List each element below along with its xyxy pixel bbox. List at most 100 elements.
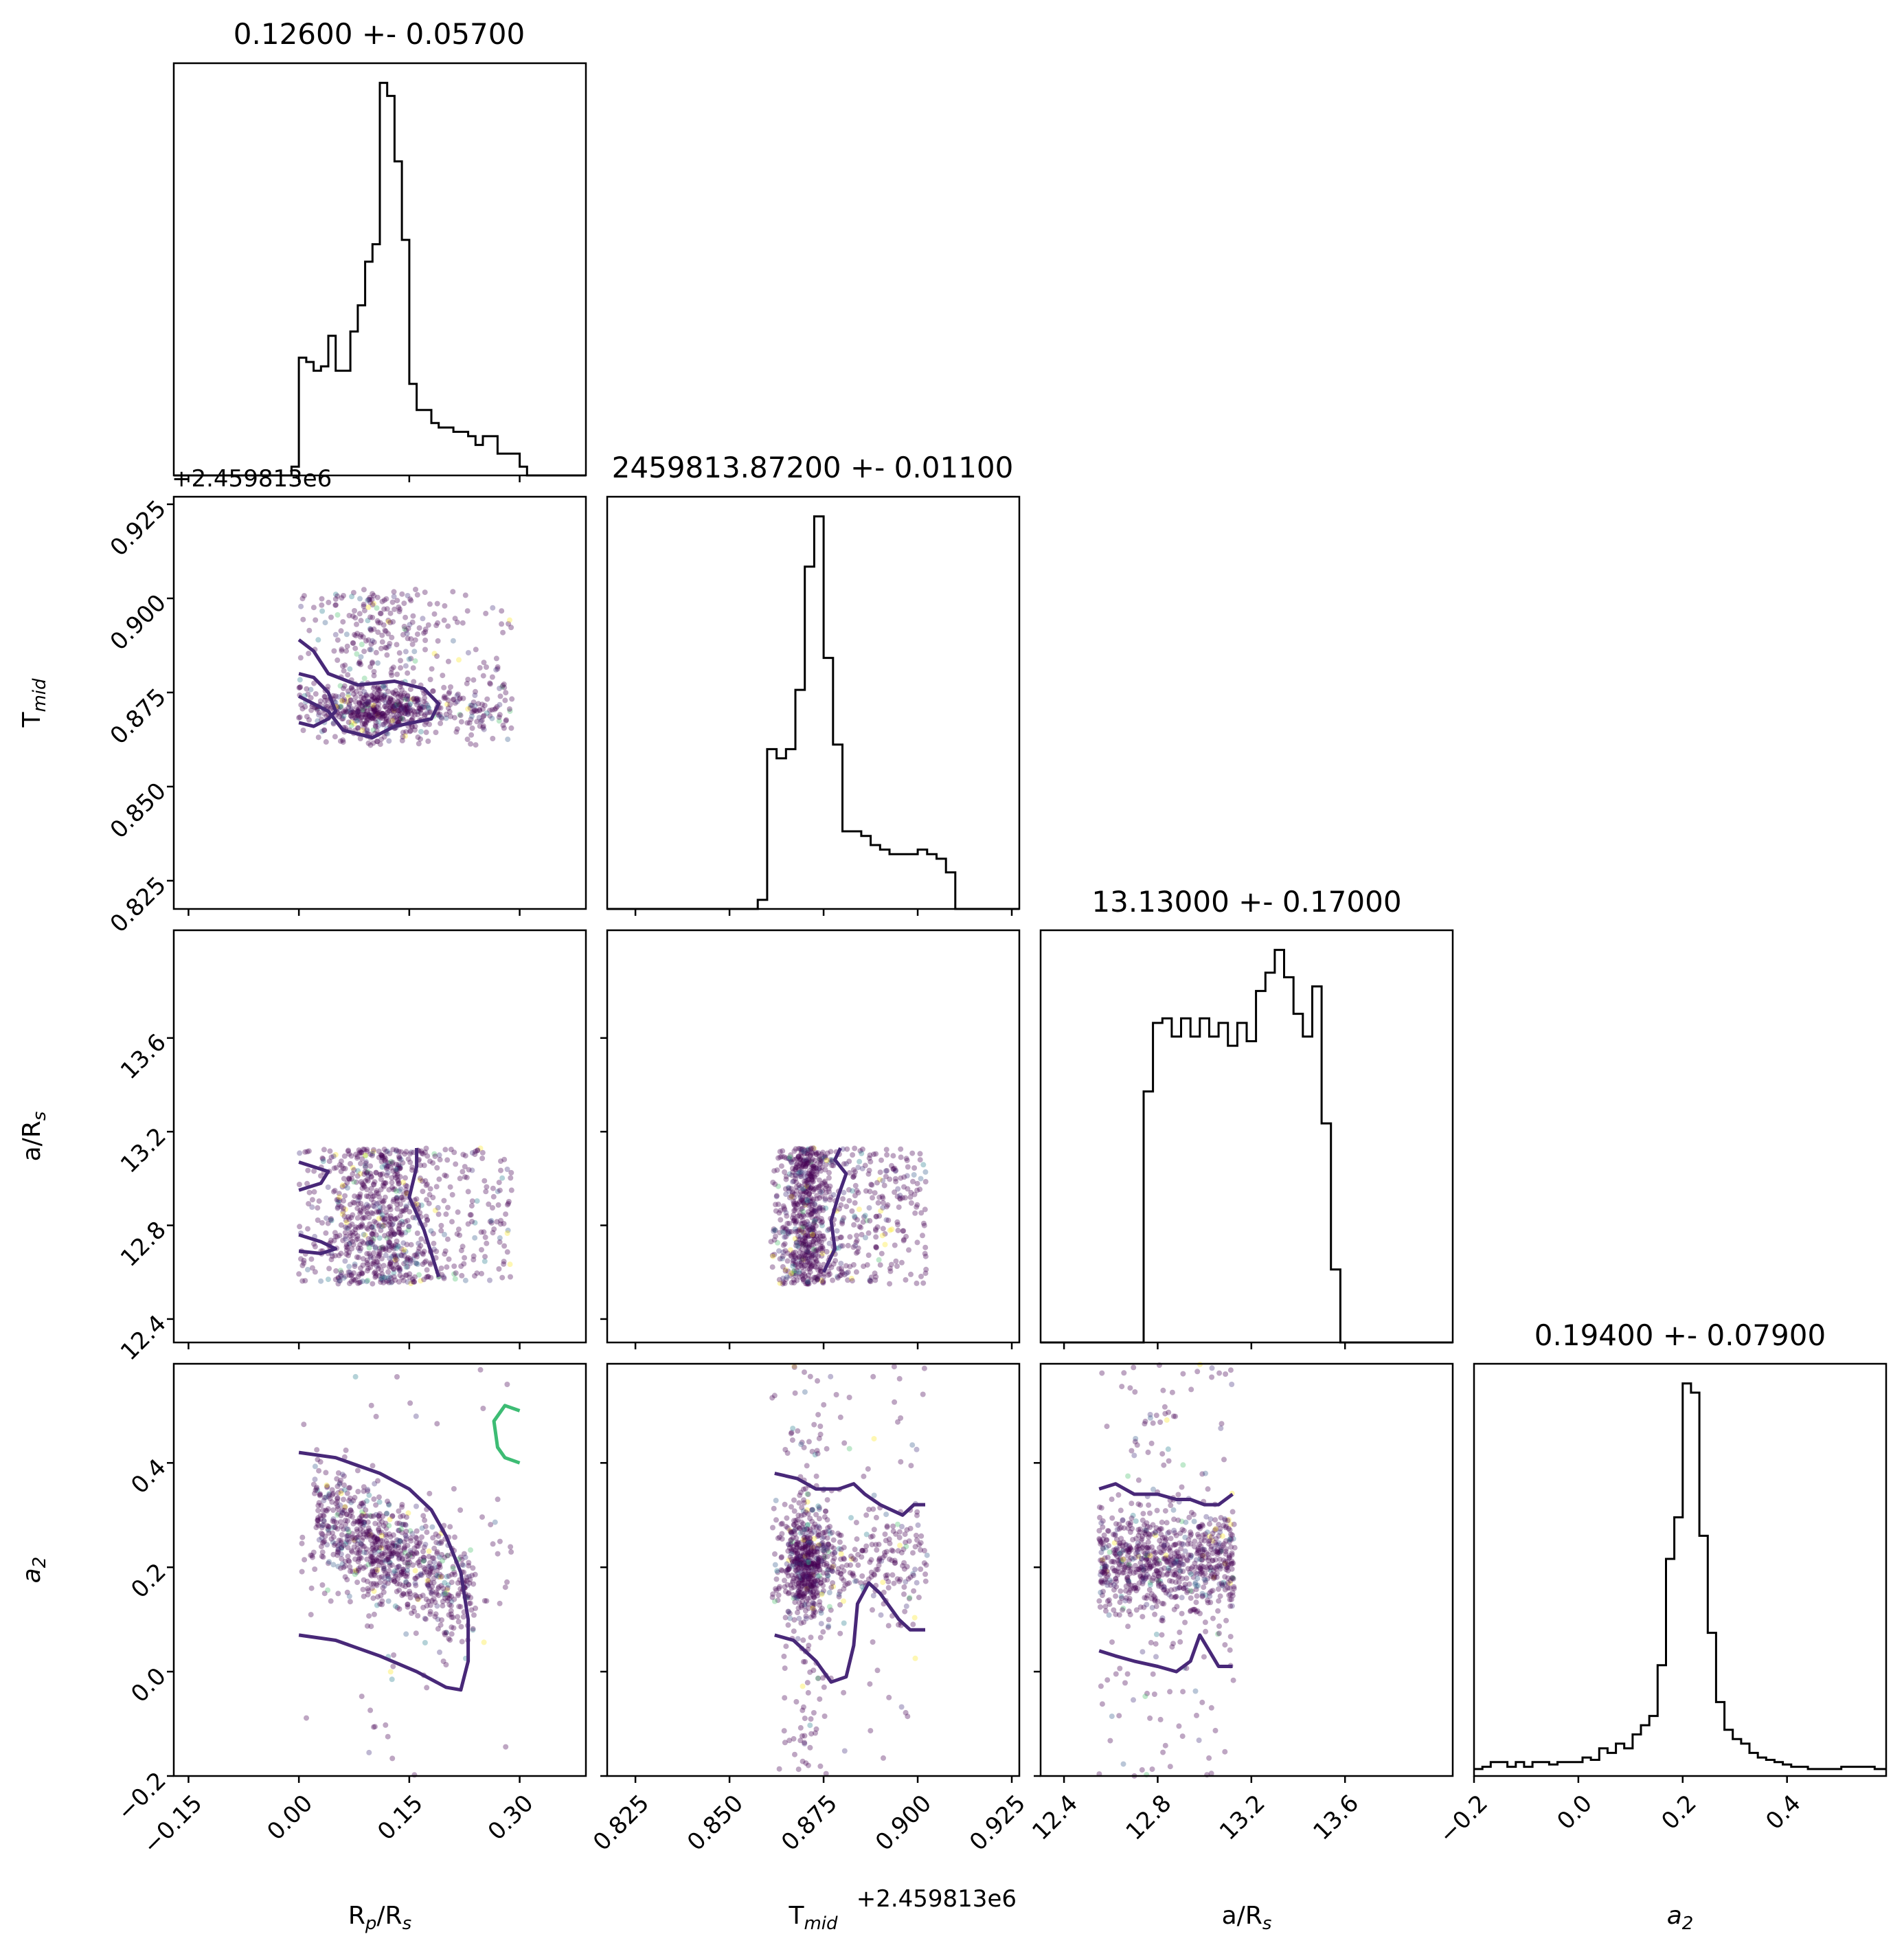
scatter-point [377, 741, 383, 747]
scatter-point [837, 1630, 843, 1637]
scatter-point [854, 1188, 860, 1193]
scatter-point [1203, 1470, 1208, 1476]
scatter-point [499, 608, 505, 614]
scatter-point [388, 719, 394, 726]
scatter-point [365, 703, 371, 709]
scatter-point [381, 697, 387, 703]
scatter-point [367, 627, 374, 632]
scatter-point [404, 631, 410, 637]
scatter-point [811, 1667, 817, 1674]
scatter-point [452, 700, 458, 706]
scatter-point [389, 706, 395, 712]
scatter-point [818, 1158, 824, 1165]
scatter-point [370, 591, 376, 597]
scatter-point [416, 625, 422, 631]
scatter-point [446, 689, 453, 695]
scatter-point [363, 1279, 370, 1285]
scatter-point [372, 1218, 378, 1224]
scatter-point [315, 637, 321, 643]
scatter-point [883, 1168, 889, 1174]
scatter-point [871, 1571, 877, 1577]
scatter-point [352, 631, 357, 638]
scatter-point [342, 1230, 348, 1236]
scatter-point [503, 1211, 509, 1217]
scatter-point [328, 614, 334, 620]
scatter-point [806, 1439, 812, 1445]
scatter-point [326, 1524, 332, 1530]
scatter-point [396, 712, 403, 718]
scatter-point [381, 684, 387, 690]
scatter-point [438, 1622, 444, 1628]
scatter-point [383, 1722, 389, 1728]
scatter-point [800, 1577, 806, 1583]
scatter-point [770, 1253, 776, 1259]
scatter-point [490, 605, 496, 611]
scatter-point [898, 1259, 905, 1266]
scatter-point [816, 1516, 822, 1522]
scatter-point [359, 721, 365, 727]
scatter-point [355, 709, 361, 715]
scatter-point [867, 1681, 873, 1687]
scatter-point [892, 1242, 898, 1248]
scatter-point [455, 1226, 462, 1233]
scatter-point [361, 1577, 367, 1583]
scatter-point [1160, 1749, 1166, 1755]
scatter-point [369, 596, 375, 603]
scatter-point [796, 1588, 802, 1594]
scatter-point [369, 660, 375, 666]
scatter-point [1216, 1630, 1222, 1637]
scatter-point [872, 1226, 879, 1232]
scatter-point [354, 651, 360, 657]
scatter-point [420, 1189, 426, 1195]
scatter-point [773, 1233, 778, 1239]
scatter-point [419, 1525, 425, 1531]
scatter-point [398, 1526, 405, 1532]
scatter-point [445, 658, 451, 664]
scatter-point [365, 701, 371, 708]
scatter-point [389, 708, 395, 714]
scatter-point [801, 1497, 806, 1503]
scatter-point [776, 1766, 782, 1772]
scatter-point [855, 1165, 861, 1171]
scatter-point [445, 1204, 451, 1211]
scatter-point [444, 1157, 451, 1163]
scatter-point [824, 1553, 830, 1560]
scatter-point [863, 1235, 868, 1241]
scatter-point [497, 1600, 503, 1606]
scatter-point [784, 1450, 791, 1456]
scatter-point [501, 681, 507, 687]
scatter-point [386, 1204, 392, 1211]
scatter-point [370, 727, 376, 733]
scatter-point [302, 1278, 308, 1284]
scatter-point [345, 694, 351, 700]
scatter-point [860, 1219, 866, 1225]
scatter-point [360, 711, 366, 717]
scatter-point [497, 693, 503, 699]
scatter-point [385, 1598, 392, 1604]
scatter-point [785, 1608, 791, 1615]
scatter-panel-2-0 [296, 1145, 514, 1287]
scatter-point [399, 1502, 405, 1507]
scatter-point [341, 683, 348, 689]
scatter-point [427, 1611, 433, 1617]
scatter-point [893, 1258, 899, 1264]
scatter-point [369, 715, 375, 721]
scatter-point [453, 729, 460, 735]
scatter-point [885, 1585, 892, 1590]
scatter-point [347, 1202, 353, 1208]
scatter-point [374, 594, 381, 600]
scatter-point [380, 715, 386, 721]
scatter-point [480, 725, 486, 730]
scatter-point [395, 699, 401, 704]
scatter-point [801, 1253, 807, 1259]
scatter-point [778, 1521, 784, 1527]
scatter-point [396, 1563, 402, 1569]
scatter-point [386, 643, 392, 649]
scatter-point [379, 632, 385, 638]
scatter-point [355, 1533, 361, 1540]
scatter-point [805, 1689, 811, 1696]
scatter-point [480, 713, 486, 719]
scatter-point [405, 711, 411, 717]
scatter-point [343, 1244, 350, 1250]
scatter-point [385, 1733, 391, 1740]
